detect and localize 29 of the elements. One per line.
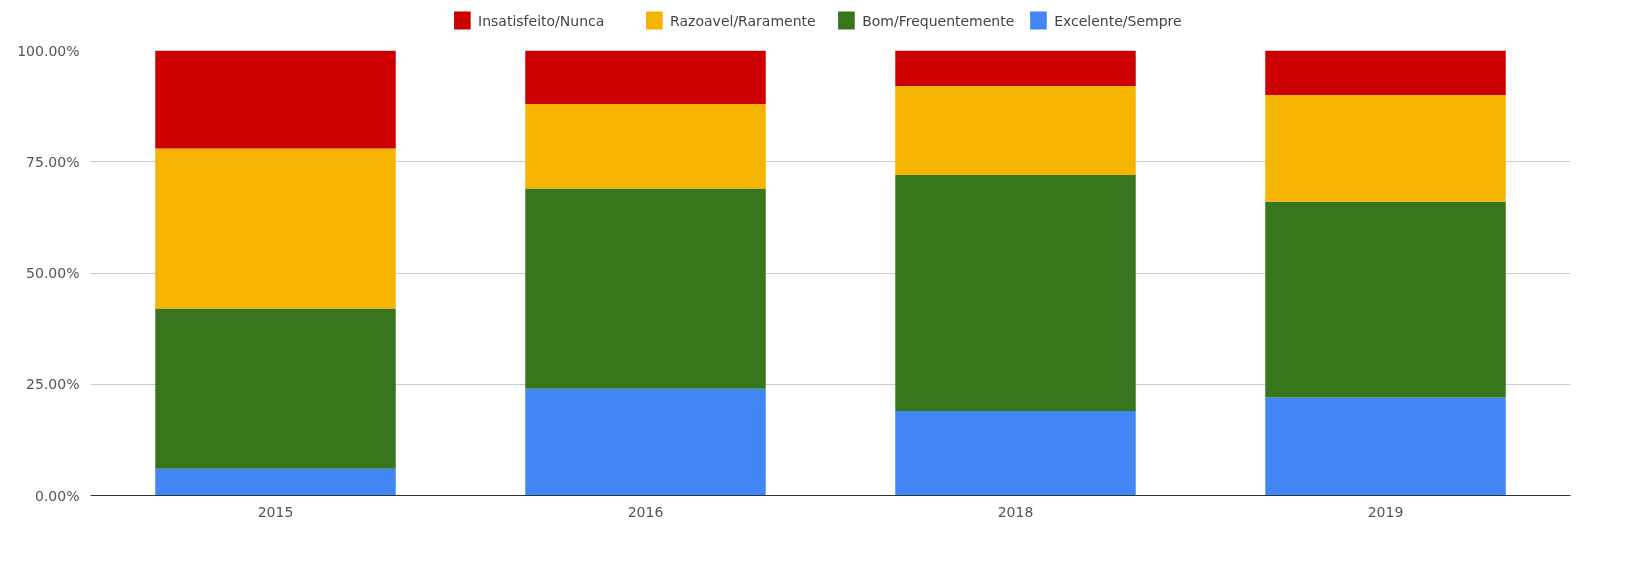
- bar: [525, 188, 766, 389]
- bar: [155, 308, 396, 469]
- y-tick-label: 25.00%: [26, 376, 80, 393]
- bar: [1265, 201, 1506, 398]
- legend-label: Razoavel/Raramente: [670, 12, 816, 29]
- x-tick-label: 2016: [627, 503, 664, 520]
- x-tick-label: 2018: [997, 503, 1034, 520]
- legend-label: Excelente/Sempre: [1054, 12, 1182, 29]
- y-tick-label: 0.00%: [35, 487, 80, 504]
- bar: [1265, 95, 1506, 202]
- y-tick-label: 75.00%: [26, 153, 80, 170]
- bar: [895, 175, 1136, 411]
- bar: [155, 50, 396, 149]
- legend-label: Bom/Frequentemente: [862, 12, 1015, 29]
- bar: [525, 103, 766, 189]
- bar: [895, 50, 1136, 87]
- bar: [895, 86, 1136, 176]
- bar: [155, 468, 396, 496]
- x-tick-label: 2015: [257, 503, 294, 520]
- y-tick-label: 100.00%: [17, 42, 80, 59]
- bar: [1265, 397, 1506, 496]
- x-tick-label: 2019: [1367, 503, 1404, 520]
- bar: [155, 148, 396, 309]
- y-tick-label: 50.00%: [26, 265, 80, 281]
- bar: [525, 50, 766, 104]
- bar: [895, 410, 1136, 496]
- legend-label: Insatisfeito/Nunca: [478, 12, 605, 29]
- bar: [1265, 50, 1506, 95]
- bar: [525, 388, 766, 496]
